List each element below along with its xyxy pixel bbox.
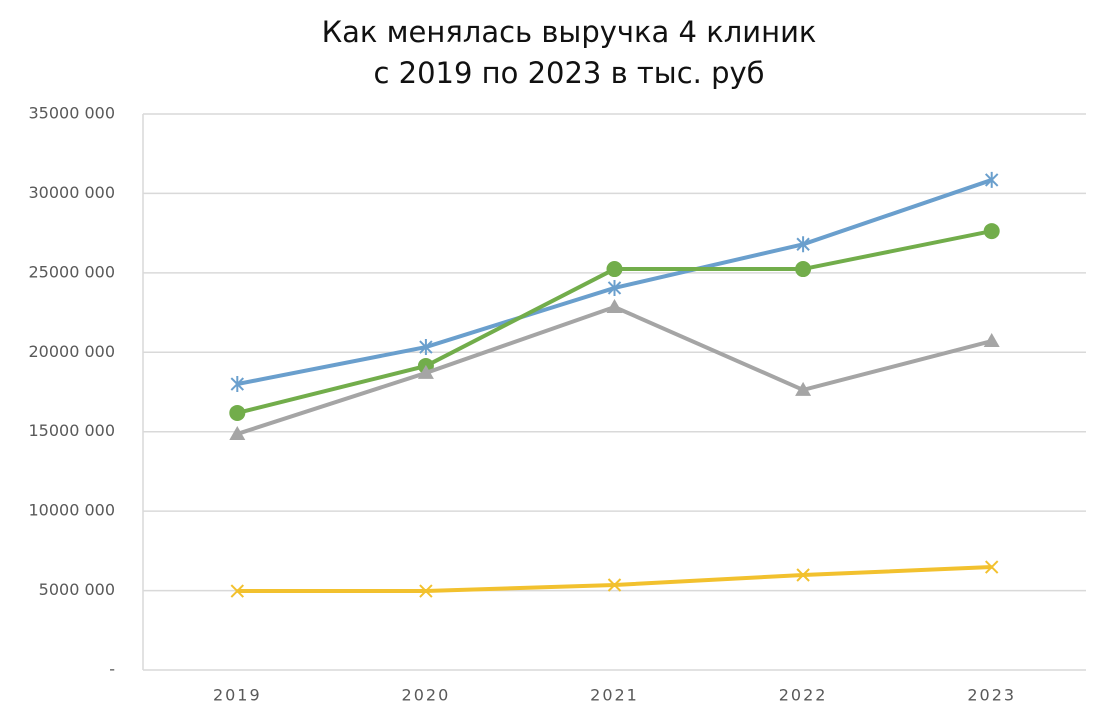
- marker: [984, 560, 999, 574]
- x-tick-label: 2022: [779, 686, 828, 705]
- y-tick-label: 15000 000: [28, 421, 115, 440]
- marker: [607, 279, 622, 296]
- y-tick-label: -: [109, 660, 115, 679]
- marker: [419, 339, 433, 356]
- marker: [229, 425, 246, 440]
- x-tick-label: 2020: [402, 686, 451, 705]
- line: [236, 229, 993, 415]
- line: [236, 304, 993, 436]
- y-tick-label: 20000 000: [28, 342, 115, 361]
- y-tick-label: 10000 000: [28, 501, 115, 520]
- y-tick-label: 25000 000: [28, 262, 115, 281]
- marker: [419, 584, 433, 598]
- y-tick-label: 30000 000: [28, 183, 115, 202]
- marker: [983, 223, 1000, 240]
- marker: [230, 376, 245, 393]
- marker: [607, 578, 622, 592]
- x-tick-label: 2019: [213, 686, 262, 705]
- marker: [229, 404, 246, 421]
- y-tick-label: 5000 000: [39, 580, 115, 599]
- marker: [796, 568, 810, 582]
- marker: [984, 171, 999, 188]
- line: [237, 565, 992, 594]
- chart-title: с 2019 по 2023 в тыс. руб: [373, 56, 764, 90]
- x-tick-label: 2023: [967, 686, 1016, 705]
- marker: [606, 261, 623, 278]
- x-tick-label: 2021: [590, 686, 639, 705]
- marker: [230, 584, 245, 598]
- y-tick-label: 35000 000: [28, 104, 115, 123]
- chart-title: Как менялась выручка 4 клиник: [322, 15, 817, 49]
- marker: [795, 381, 812, 396]
- marker: [606, 299, 623, 314]
- marker: [796, 236, 810, 253]
- marker: [417, 364, 434, 379]
- marker: [795, 261, 812, 278]
- marker: [983, 333, 1000, 348]
